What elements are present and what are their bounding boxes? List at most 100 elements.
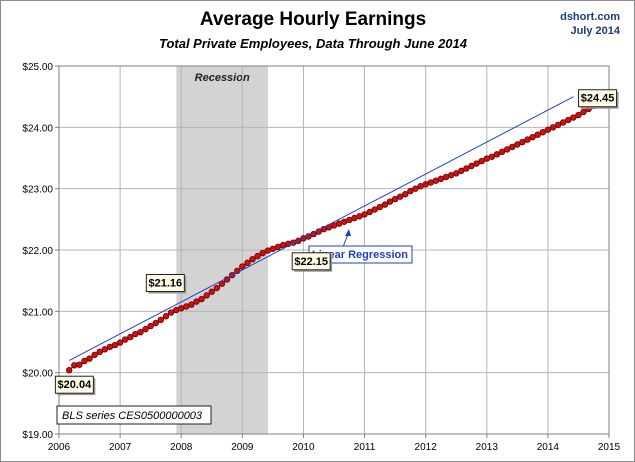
y-tick-label: $20.00	[22, 369, 53, 380]
data-point	[381, 201, 389, 208]
y-tick-label: $22.00	[22, 246, 53, 257]
data-point	[116, 339, 124, 346]
data-point	[239, 263, 246, 270]
y-tick-label: $25.00	[22, 62, 53, 73]
regression-arrowhead	[345, 229, 351, 236]
recession-label: Recession	[195, 72, 250, 84]
data-point	[544, 126, 552, 133]
y-tick-label: $21.00	[22, 307, 53, 318]
data-point	[157, 316, 165, 324]
regression-line	[69, 96, 574, 361]
data-point	[458, 167, 465, 175]
y-tick-label: $24.00	[22, 123, 53, 134]
callout-box	[145, 274, 185, 293]
data-point	[213, 284, 221, 292]
data-point	[244, 259, 251, 267]
data-point	[503, 146, 511, 153]
x-tick-label: 2014	[537, 442, 560, 453]
x-tick-label: 2008	[170, 442, 193, 453]
data-point	[478, 157, 485, 165]
series-note-text: BLS series CES0500000003	[62, 410, 203, 422]
y-tick-label: $23.00	[22, 185, 53, 196]
data-point	[493, 151, 501, 158]
data-point	[162, 313, 170, 320]
series-note: BLS series CES0500000003	[56, 405, 212, 425]
x-tick-label: 2007	[109, 442, 132, 453]
data-point	[539, 129, 546, 136]
data-point	[198, 295, 205, 303]
x-tick-label: 2013	[476, 442, 499, 453]
data-point	[565, 116, 572, 124]
x-tick-label: 2010	[292, 442, 315, 453]
callout-box	[54, 375, 94, 394]
credit-date: July 2014	[570, 25, 620, 37]
x-tick-label: 2009	[231, 442, 254, 453]
data-point	[534, 131, 541, 138]
data-point	[407, 187, 414, 195]
x-axis: 2006 2007 2008 2009 2010 2011 2012 2013 2014 2015	[48, 434, 621, 453]
data-point	[559, 119, 567, 126]
data-point	[509, 143, 516, 151]
callout-box	[291, 252, 331, 271]
data-point	[468, 162, 475, 170]
data-point	[361, 211, 368, 218]
data-point	[137, 328, 144, 336]
data-point	[498, 148, 506, 156]
data-point	[167, 309, 175, 316]
regression-callout: Linear Regression	[308, 229, 413, 264]
data-point	[397, 193, 404, 200]
data-point	[386, 198, 394, 205]
callout-box	[578, 89, 618, 108]
y-axis: $19.00 $20.00 $21.00 $22.00 $23.00 $24.00 $25.…	[22, 62, 59, 441]
data-point	[152, 319, 159, 327]
data-point	[366, 208, 373, 216]
data-point	[208, 288, 215, 295]
callout-label: $24.45	[581, 93, 615, 105]
data-point	[554, 121, 562, 129]
data-point	[488, 153, 496, 160]
chart-subtitle: Total Private Employees, Data Through Ju…	[159, 36, 468, 51]
data-point	[391, 195, 399, 203]
data-point	[81, 357, 88, 365]
data-point	[121, 336, 129, 343]
data-point	[91, 351, 98, 359]
regression-arrow	[342, 233, 349, 248]
data-point	[473, 160, 480, 167]
data-point	[570, 114, 577, 121]
data-point	[402, 190, 409, 198]
data-point	[86, 355, 93, 362]
data-point	[463, 165, 470, 172]
callout-label: $21.16	[149, 278, 183, 290]
data-point	[259, 249, 266, 257]
data-point	[193, 298, 200, 305]
data-point	[514, 141, 521, 148]
data-point	[254, 252, 261, 260]
x-tick-label: 2011	[354, 442, 376, 453]
data-point	[524, 136, 531, 143]
data-point	[96, 348, 103, 356]
callout-label: $22.15	[294, 256, 328, 268]
data-point	[529, 133, 536, 141]
data-point	[147, 322, 154, 330]
y-tick-label: $19.00	[22, 430, 53, 441]
data-point	[127, 333, 134, 341]
data-point	[412, 185, 419, 192]
data-point	[111, 341, 119, 349]
credit-site: dshort.com	[560, 11, 620, 23]
callout-label: $20.04	[58, 379, 93, 391]
data-point	[65, 367, 73, 374]
data-point	[575, 111, 582, 119]
data-point	[519, 138, 526, 146]
value-callouts: $20.04 $21.16 $22.15 $24.45	[54, 89, 619, 396]
data-point	[549, 124, 557, 131]
data-point	[580, 108, 587, 116]
x-tick-label: 2015	[598, 442, 621, 453]
data-point	[249, 256, 256, 263]
data-point	[371, 206, 378, 213]
data-point	[453, 170, 460, 177]
data-point	[203, 292, 210, 299]
series-note-box	[56, 405, 212, 425]
data-point	[101, 346, 109, 353]
x-tick-label: 2006	[48, 442, 71, 453]
